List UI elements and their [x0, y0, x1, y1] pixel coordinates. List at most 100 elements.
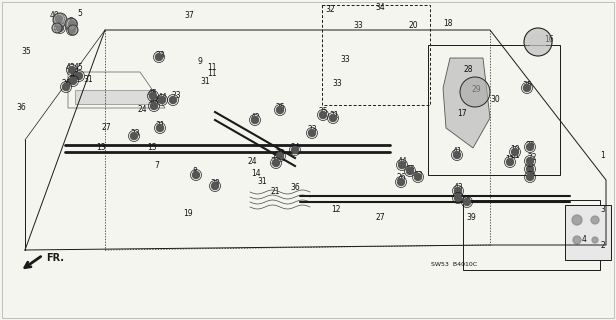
Text: 35: 35: [52, 22, 62, 31]
Text: 11: 11: [207, 62, 217, 71]
Circle shape: [192, 172, 200, 179]
Circle shape: [65, 18, 77, 30]
Text: 7: 7: [155, 161, 160, 170]
Text: 44: 44: [69, 70, 79, 79]
Circle shape: [527, 173, 533, 180]
Text: 25: 25: [318, 108, 328, 116]
Text: 5: 5: [78, 9, 83, 18]
Text: 41: 41: [452, 148, 462, 156]
Text: 31: 31: [200, 77, 210, 86]
Text: 30: 30: [490, 95, 500, 105]
Circle shape: [68, 25, 78, 35]
Circle shape: [592, 237, 598, 243]
Circle shape: [76, 73, 83, 79]
Circle shape: [572, 215, 582, 225]
Circle shape: [527, 143, 533, 150]
Text: 24: 24: [290, 143, 300, 153]
Circle shape: [291, 147, 299, 154]
Text: 28: 28: [463, 66, 472, 75]
Circle shape: [460, 77, 490, 107]
Text: 44: 44: [397, 157, 407, 166]
Text: 31: 31: [257, 178, 267, 187]
Text: 33: 33: [332, 78, 342, 87]
Text: 11: 11: [525, 163, 535, 172]
Text: 33: 33: [340, 55, 350, 65]
Text: 44: 44: [453, 190, 463, 199]
Text: 20: 20: [408, 20, 418, 29]
Text: 17: 17: [457, 108, 467, 117]
Text: 23: 23: [155, 52, 165, 60]
Text: 5: 5: [68, 18, 73, 27]
Text: 36: 36: [290, 183, 300, 193]
Text: 35: 35: [522, 81, 532, 90]
Text: 18: 18: [444, 20, 453, 28]
Circle shape: [62, 84, 70, 91]
Circle shape: [150, 102, 158, 109]
Text: 39: 39: [466, 213, 476, 222]
Text: 8: 8: [193, 167, 197, 177]
Text: 23: 23: [130, 129, 140, 138]
Text: 45: 45: [148, 89, 158, 98]
Text: 43: 43: [149, 98, 159, 107]
Circle shape: [407, 167, 413, 174]
Circle shape: [573, 236, 581, 244]
Text: FR.: FR.: [46, 253, 64, 263]
Circle shape: [524, 84, 530, 92]
Text: 45: 45: [462, 196, 472, 204]
Bar: [428, 45, 560, 175]
Circle shape: [463, 198, 471, 205]
Text: 36: 36: [525, 171, 535, 180]
Text: 35: 35: [525, 140, 535, 149]
Circle shape: [68, 67, 76, 74]
Text: 3: 3: [601, 205, 606, 214]
Text: 11: 11: [505, 156, 515, 164]
Circle shape: [399, 162, 405, 169]
Text: SW53  B4010C: SW53 B4010C: [431, 262, 477, 268]
Text: 22: 22: [527, 154, 537, 163]
Circle shape: [591, 216, 599, 224]
Text: 15: 15: [147, 142, 157, 151]
Circle shape: [453, 151, 461, 158]
Text: 45: 45: [406, 164, 416, 173]
Text: 35: 35: [21, 47, 31, 57]
Text: 43: 43: [65, 63, 75, 73]
Text: 16: 16: [544, 36, 554, 44]
Text: 37: 37: [184, 11, 194, 20]
Text: 40: 40: [50, 12, 60, 20]
Circle shape: [156, 124, 163, 132]
Text: 11: 11: [207, 68, 217, 77]
Circle shape: [68, 20, 76, 28]
Text: 14: 14: [251, 169, 261, 178]
Bar: [463, 200, 600, 270]
Circle shape: [415, 173, 421, 180]
Text: 29: 29: [471, 85, 481, 94]
Circle shape: [55, 15, 62, 22]
Text: 6: 6: [71, 25, 75, 34]
Text: 26: 26: [396, 173, 406, 182]
Circle shape: [131, 132, 137, 140]
Circle shape: [158, 97, 166, 103]
Text: 36: 36: [16, 103, 26, 113]
Text: 31: 31: [270, 157, 280, 166]
Text: 32: 32: [325, 5, 335, 14]
Circle shape: [251, 116, 259, 124]
Text: 38: 38: [210, 179, 220, 188]
Text: 23: 23: [275, 148, 285, 157]
Circle shape: [455, 195, 461, 202]
Text: 1: 1: [601, 150, 606, 159]
Text: 4: 4: [582, 236, 586, 244]
Text: 34: 34: [375, 4, 385, 12]
Circle shape: [277, 153, 283, 159]
Text: 42: 42: [250, 114, 260, 123]
Circle shape: [272, 159, 280, 166]
Text: 9: 9: [198, 57, 203, 66]
Text: 24: 24: [247, 157, 257, 166]
Text: 33: 33: [353, 20, 363, 29]
Circle shape: [309, 130, 315, 137]
Circle shape: [57, 25, 63, 31]
Circle shape: [527, 165, 533, 172]
Text: 45: 45: [74, 63, 84, 73]
Text: 31: 31: [83, 76, 93, 84]
Circle shape: [169, 97, 177, 103]
Text: 31: 31: [329, 111, 339, 121]
